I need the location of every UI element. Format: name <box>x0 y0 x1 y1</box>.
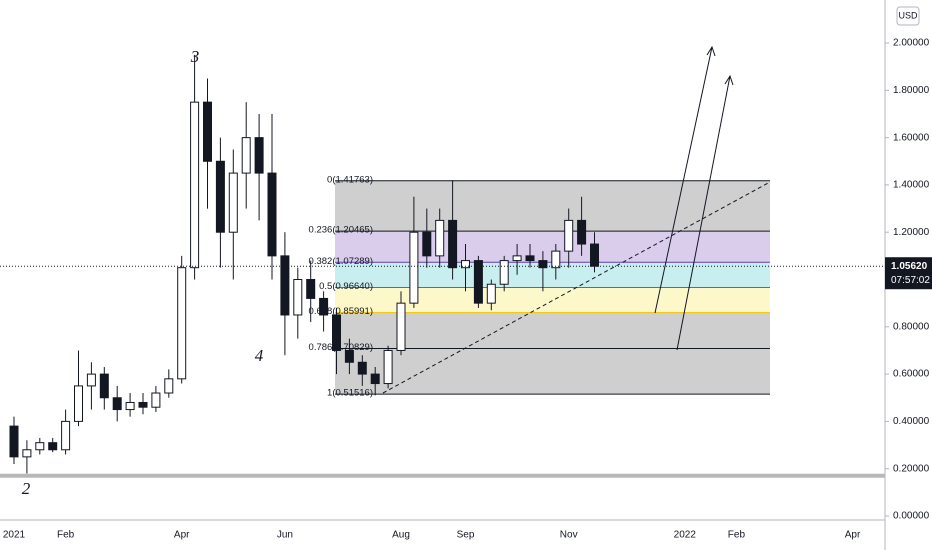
fib-label: 0.618(0.85991) <box>309 306 373 317</box>
candle-body <box>332 314 341 351</box>
fib-label: 0.236(1.20465) <box>309 225 373 236</box>
candle-body <box>74 385 83 422</box>
candle-body <box>473 260 483 304</box>
candle-body <box>319 297 329 316</box>
candle-body <box>138 401 148 408</box>
candle-body <box>35 442 45 451</box>
candle-body <box>538 260 548 269</box>
x-tick-label: Sep <box>457 530 475 541</box>
candle-body <box>486 283 496 304</box>
candle-body <box>525 255 535 262</box>
projection-arrow <box>676 75 731 351</box>
currency[interactable]: USD <box>898 10 918 20</box>
wave-label: 2 <box>22 479 31 498</box>
projection-arrow <box>654 46 713 314</box>
x-tick-label: Apr <box>845 530 861 541</box>
fib-label: 1(0.51516) <box>327 388 373 399</box>
x-tick-label: Jun <box>277 530 293 541</box>
candle-body <box>512 255 522 262</box>
candle-body <box>422 231 432 257</box>
candle-body <box>164 378 174 394</box>
candle-body <box>125 401 135 411</box>
candle-body <box>241 137 251 174</box>
fib-zone <box>335 180 770 232</box>
x-tick-label: Aug <box>392 530 410 541</box>
candle-body <box>190 101 200 269</box>
fib-zone <box>335 312 770 349</box>
y-tick-label: 2.00000 <box>893 38 930 49</box>
candle-body <box>280 255 290 316</box>
arrow-head <box>706 45 716 57</box>
y-tick-label: 0.20000 <box>893 463 930 474</box>
candle-body <box>228 172 238 233</box>
candle-body <box>177 267 187 380</box>
candle-body <box>357 361 367 375</box>
fib-zone <box>335 348 770 395</box>
x-tick-label: 2022 <box>674 530 697 541</box>
candle-body <box>293 279 303 316</box>
x-tick-label: Feb <box>57 530 75 541</box>
candle-body <box>61 420 71 451</box>
candle-body <box>370 373 380 385</box>
fib-label: 0(1.41763) <box>327 174 373 185</box>
candle-body <box>396 302 406 351</box>
candle-body <box>99 373 109 399</box>
plot <box>335 180 770 395</box>
candle-body <box>551 250 561 269</box>
fib-zone <box>335 287 770 313</box>
x-tick-label: 2021 <box>3 530 26 541</box>
fib-label: 0.5(0.96640) <box>319 281 373 292</box>
candle-body <box>409 231 419 304</box>
candle-body <box>203 101 212 162</box>
y-tick-label: 1.20000 <box>893 227 930 238</box>
candle-body <box>151 392 161 408</box>
candle-body <box>112 397 122 411</box>
candle-body <box>590 243 599 267</box>
wave-label: 3 <box>190 47 200 66</box>
y-tick-label: 1.80000 <box>893 85 930 96</box>
candle-body <box>9 425 19 458</box>
candle-body <box>48 442 58 451</box>
candle-body <box>461 260 470 269</box>
candle-body <box>306 279 316 299</box>
candle-body <box>435 219 445 257</box>
x-tick-label: Nov <box>560 530 578 541</box>
candle-body <box>577 219 587 245</box>
wave-label: 4 <box>255 346 264 365</box>
x-tick-label: Apr <box>174 530 190 541</box>
candle-body <box>86 373 96 387</box>
y-tick-label: 1.60000 <box>893 132 930 143</box>
y-tick-label: 0.40000 <box>893 416 930 427</box>
fib-label: 0.382(1.07289) <box>309 256 373 267</box>
candle-body <box>22 449 32 458</box>
countdown: 07:57:02 <box>891 275 930 286</box>
trendline <box>382 181 771 394</box>
arrow-head <box>724 74 734 86</box>
candle-body <box>564 219 574 252</box>
y-tick-label: 0.00000 <box>893 511 930 522</box>
candle-body <box>344 349 354 363</box>
candle-body <box>383 349 393 385</box>
y-tick-label: 0.80000 <box>893 321 930 332</box>
candle-body <box>267 172 277 257</box>
candle-body <box>499 260 509 285</box>
y-tick-label: 0.60000 <box>893 369 930 380</box>
currency-box[interactable] <box>896 6 920 26</box>
candle-body <box>448 219 458 269</box>
last-price: 1.05620 <box>891 261 928 272</box>
candle-body <box>254 137 264 174</box>
y-tick-label: 1.40000 <box>893 180 930 191</box>
candle-body <box>215 160 225 233</box>
last-price-box <box>885 257 932 290</box>
x-tick-label: Feb <box>728 530 746 541</box>
